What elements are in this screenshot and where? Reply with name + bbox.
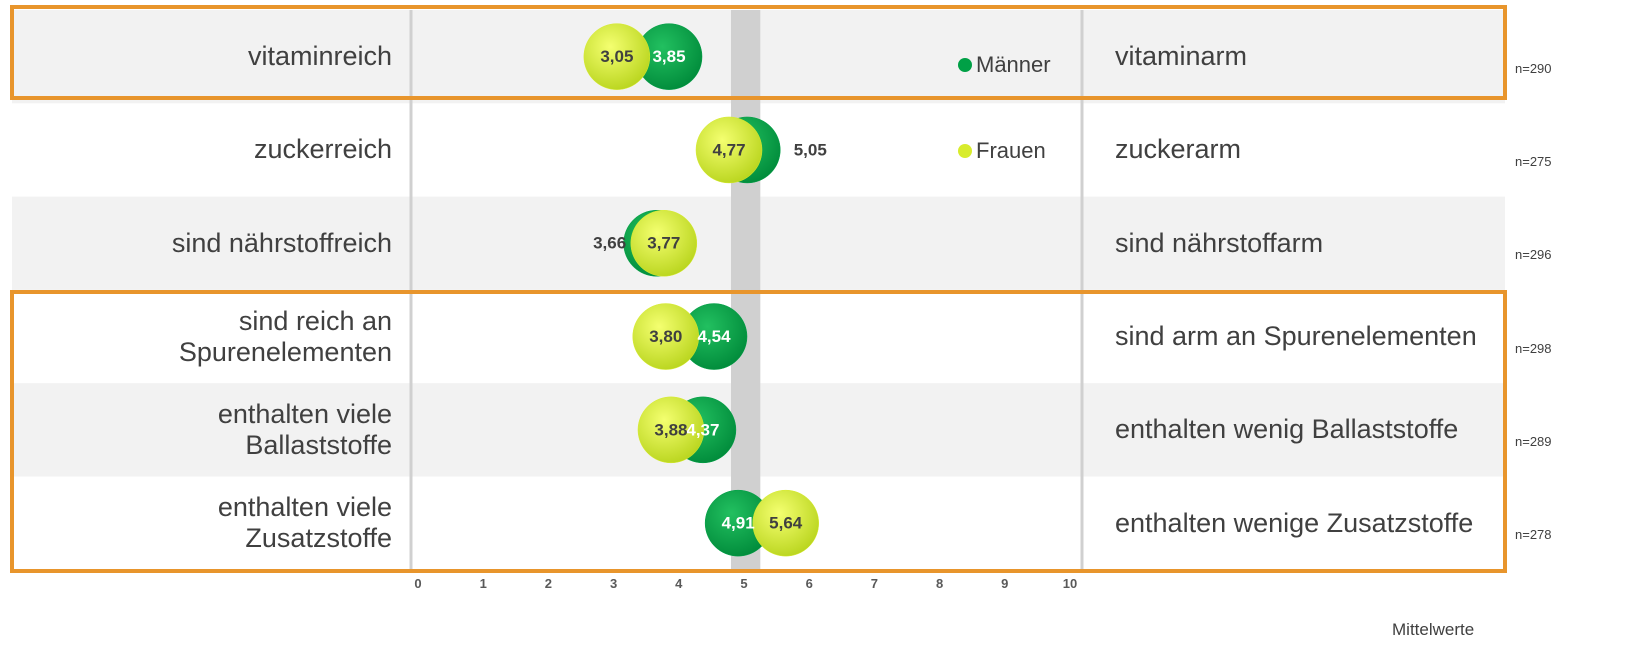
value-label: 3,80 xyxy=(649,327,682,346)
mid-band xyxy=(731,10,760,570)
x-tick-label: 2 xyxy=(545,576,552,591)
x-tick-label: 7 xyxy=(871,576,878,591)
right-label: zuckerarm xyxy=(1115,103,1507,196)
right-label: sind arm an Spurenelementen xyxy=(1115,290,1507,383)
value-label: 4,37 xyxy=(686,420,719,439)
x-tick-label: 5 xyxy=(740,576,747,591)
value-label: 5,64 xyxy=(769,514,803,533)
n-label: n=290 xyxy=(1515,61,1552,76)
x-tick-label: 6 xyxy=(806,576,813,591)
x-tick-label: 1 xyxy=(480,576,487,591)
x-tick-label: 9 xyxy=(1001,576,1008,591)
n-label: n=296 xyxy=(1515,247,1552,262)
n-label: n=289 xyxy=(1515,434,1552,449)
x-tick-label: 3 xyxy=(610,576,617,591)
legend-swatch xyxy=(958,58,972,72)
legend-entry: Männer xyxy=(958,52,1051,78)
value-label: 3,88 xyxy=(654,420,687,439)
x-tick-label: 4 xyxy=(675,576,683,591)
x-tick-label: 8 xyxy=(936,576,943,591)
note: Mittelwerte xyxy=(1392,620,1474,640)
n-label: n=275 xyxy=(1515,154,1552,169)
left-label: vitaminreich xyxy=(132,10,392,103)
right-label: sind nährstoffarm xyxy=(1115,197,1507,290)
value-label: 3,05 xyxy=(600,47,633,66)
left-label: enthalten viele Ballaststoffe xyxy=(132,383,392,476)
left-label: zuckerreich xyxy=(132,103,392,196)
value-label: 3,66 xyxy=(593,234,626,253)
right-label: enthalten wenige Zusatzstoffe xyxy=(1115,477,1507,570)
value-label: 4,77 xyxy=(712,140,745,159)
x-tick-label: 10 xyxy=(1063,576,1077,591)
value-label: 3,85 xyxy=(652,47,685,66)
left-label: sind reich an Spurenelementen xyxy=(132,290,392,383)
left-label: enthalten viele Zusatzstoffe xyxy=(132,477,392,570)
chart: 0 1 2 3 4 5 6 7 8 9 10 3,85 4,54 4,37 4,91 3,05 4,77 3,77… xyxy=(0,0,1649,645)
left-label: sind nährstoffreich xyxy=(132,197,392,290)
right-label: vitaminarm xyxy=(1115,10,1507,103)
legend-label: Männer xyxy=(976,52,1051,78)
right-label: enthalten wenig Ballaststoffe xyxy=(1115,383,1507,476)
value-label: 4,91 xyxy=(722,514,755,533)
x-tick-label: 0 xyxy=(414,576,421,591)
legend-entry: Frauen xyxy=(958,138,1046,164)
value-label: 5,05 xyxy=(794,140,827,159)
legend-swatch xyxy=(958,144,972,158)
n-label: n=278 xyxy=(1515,527,1552,542)
value-label: 4,54 xyxy=(697,327,731,346)
n-label: n=298 xyxy=(1515,341,1552,356)
legend-label: Frauen xyxy=(976,138,1046,164)
value-label: 3,77 xyxy=(647,234,680,253)
